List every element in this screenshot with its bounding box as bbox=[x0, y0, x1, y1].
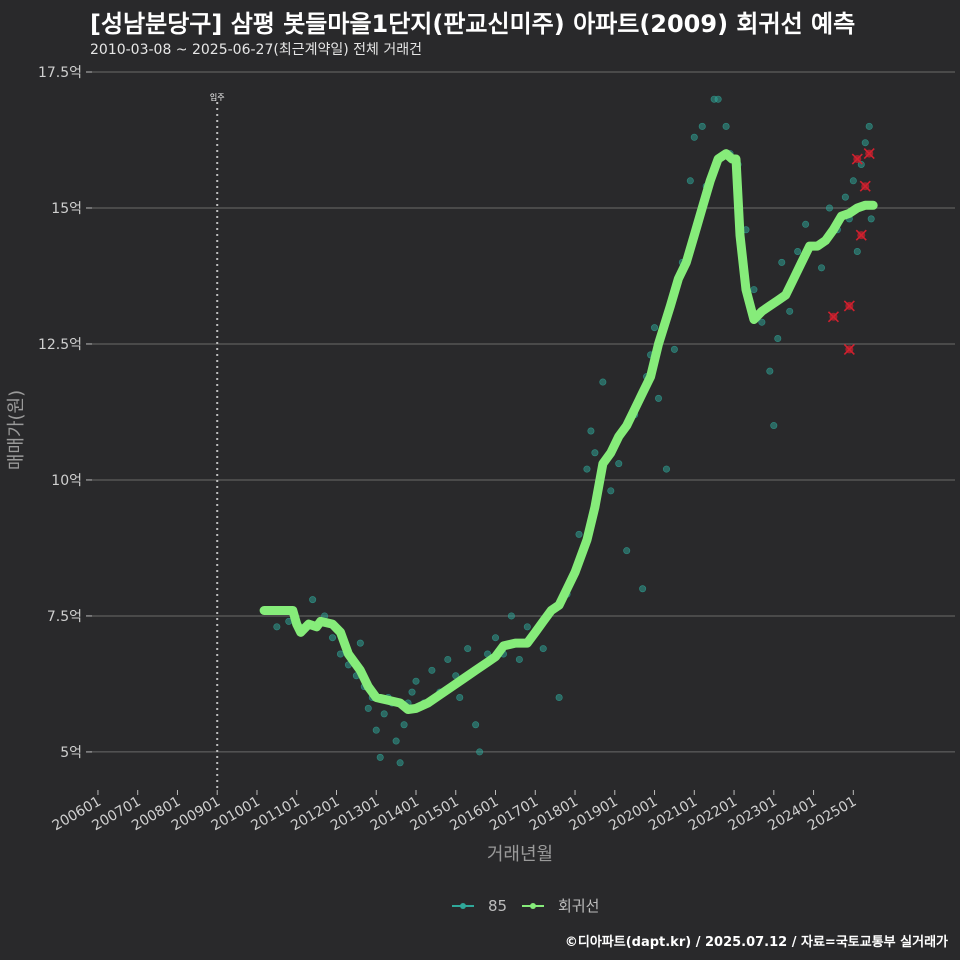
scatter-point bbox=[867, 215, 875, 223]
scatter-point bbox=[786, 307, 794, 315]
y-tick-label: 7.5억 bbox=[47, 609, 82, 625]
scatter-point bbox=[444, 655, 452, 663]
y-tick-label: 17.5억 bbox=[38, 65, 82, 81]
scatter-point bbox=[364, 704, 372, 712]
scatter-point bbox=[690, 133, 698, 141]
y-tick-label: 10억 bbox=[51, 473, 82, 489]
cancelled-cross bbox=[855, 229, 867, 241]
scatter-point bbox=[591, 449, 599, 457]
y-axis-tick-labels: 5억 7.5억 10억 12.5억 15억 17.5억 bbox=[38, 65, 82, 761]
scatter-point bbox=[372, 726, 380, 734]
cancelled-cross bbox=[859, 180, 871, 192]
scatter-point bbox=[456, 694, 464, 702]
scatter-point bbox=[623, 547, 631, 555]
scatter-point bbox=[802, 220, 810, 228]
legend-key-regression-dot bbox=[530, 903, 536, 909]
scatter-point bbox=[857, 160, 865, 168]
scatter-point bbox=[523, 623, 531, 631]
x-axis-tick-labels: 2006012007012008012009012010012011012012… bbox=[50, 794, 860, 835]
y-axis-title: 매매가(원) bbox=[6, 390, 27, 470]
scatter-point bbox=[722, 122, 730, 130]
y-tick-label: 15억 bbox=[51, 201, 82, 217]
scatter-point bbox=[639, 585, 647, 593]
scatter-point bbox=[766, 367, 774, 375]
cancelled-cross bbox=[851, 153, 863, 165]
scatter-point bbox=[376, 753, 384, 761]
y-tick-label: 12.5억 bbox=[38, 337, 82, 353]
x-axis-title: 거래년월 bbox=[487, 844, 553, 865]
scatter-point bbox=[670, 345, 678, 353]
scatter-point bbox=[714, 95, 722, 103]
scatter-point bbox=[655, 394, 663, 402]
scatter-point bbox=[309, 596, 317, 604]
scatter-point bbox=[794, 248, 802, 256]
scatter-point bbox=[492, 634, 500, 642]
legend: 85 회귀선 bbox=[452, 897, 599, 915]
cancelled-markers bbox=[827, 148, 875, 355]
scatter-point bbox=[587, 427, 595, 435]
scatter-point bbox=[583, 465, 591, 473]
scatter-point bbox=[428, 666, 436, 674]
scatter-point bbox=[396, 759, 404, 767]
cancelled-cross bbox=[827, 311, 840, 323]
scatter-point bbox=[849, 177, 857, 185]
scatter-point bbox=[515, 655, 523, 663]
regression-line-group bbox=[259, 149, 878, 714]
scatter-point bbox=[575, 530, 583, 538]
scatter-point bbox=[273, 623, 281, 631]
scatter-point bbox=[686, 177, 694, 185]
regression-line bbox=[259, 149, 878, 714]
cancelled-cross bbox=[863, 148, 875, 160]
scatter-point bbox=[662, 465, 670, 473]
scatter-point bbox=[329, 634, 337, 642]
scatter-point bbox=[818, 264, 826, 272]
scatter-point bbox=[865, 122, 873, 130]
scatter-point bbox=[400, 721, 408, 729]
y-tick-label: 5억 bbox=[60, 745, 82, 761]
scatter-point bbox=[472, 721, 480, 729]
chart-title: [성남분당구] 삼평 봇들마을1단지(판교신미주) 아파트(2009) 회귀선 … bbox=[90, 10, 856, 38]
cancelled-cross bbox=[843, 300, 855, 312]
move-in-label: 입주 bbox=[210, 93, 225, 102]
scatter-point bbox=[698, 122, 706, 130]
scatter-point bbox=[539, 645, 547, 653]
source-footer: ©디아파트(dapt.kr) / 2025.07.12 / 자료=국토교통부 실… bbox=[564, 935, 948, 950]
scatter-point bbox=[380, 710, 388, 718]
scatter-point bbox=[861, 139, 869, 147]
scatter-point bbox=[841, 193, 849, 201]
scatter-point bbox=[825, 204, 833, 212]
scatter-point bbox=[336, 650, 344, 658]
scatter-point bbox=[464, 645, 472, 653]
scatter-point bbox=[770, 422, 778, 430]
chart-subtitle: 2010-03-08 ~ 2025-06-27(최근계약일) 전체 거래건 bbox=[90, 42, 422, 58]
scatter-point bbox=[507, 612, 515, 620]
scatter-point bbox=[412, 677, 420, 685]
scatter-point bbox=[778, 258, 786, 266]
scatter-point bbox=[356, 639, 364, 647]
scatter-point bbox=[853, 248, 861, 256]
scatter-point bbox=[651, 324, 659, 332]
scatter-point bbox=[607, 487, 615, 495]
scatter-point bbox=[615, 460, 623, 468]
legend-key-85-dot bbox=[460, 903, 466, 909]
scatter-point bbox=[599, 378, 607, 386]
grid-lines bbox=[86, 71, 955, 795]
legend-label-regression: 회귀선 bbox=[558, 897, 599, 915]
scatter-point bbox=[774, 335, 782, 343]
scatter-point bbox=[758, 318, 766, 326]
scatter-point bbox=[408, 688, 416, 696]
scatter-point bbox=[392, 737, 400, 745]
scatter-point bbox=[750, 286, 758, 294]
move-in-annotation: 입주 bbox=[210, 93, 225, 790]
cancelled-cross bbox=[843, 343, 855, 355]
scatter-point bbox=[476, 748, 484, 756]
scatter-point bbox=[555, 694, 563, 702]
legend-label-85: 85 bbox=[488, 897, 507, 915]
